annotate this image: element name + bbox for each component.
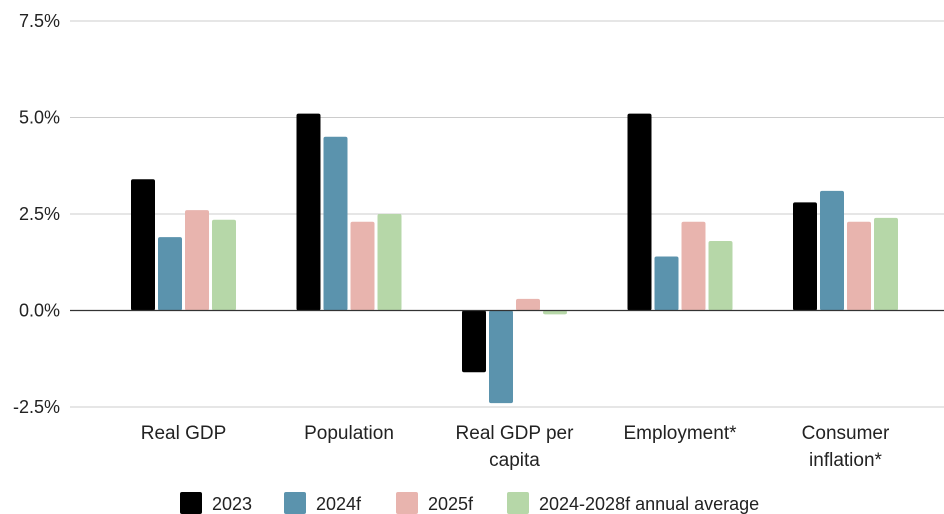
category-label: Real GDP	[141, 423, 227, 444]
bar-2024f-0	[158, 237, 182, 311]
bar-2023-2	[462, 310, 486, 373]
legend-swatch	[507, 492, 529, 514]
bar-2024-2028f-annual-average-1	[377, 214, 402, 311]
bar-2024-2028f-annual-average-3	[708, 241, 733, 311]
category-label: Employment*	[624, 423, 738, 444]
bar-2023-0	[131, 179, 155, 311]
bars	[131, 113, 898, 404]
legend-swatch	[284, 492, 306, 514]
legend-label: 2025f	[428, 494, 474, 514]
category-label: inflation*	[809, 450, 882, 471]
legend: 2023 2024f 2025f 2024-2028f annual average	[180, 492, 759, 514]
legend-swatch	[180, 492, 202, 514]
legend-label: 2024-2028f annual average	[539, 494, 759, 514]
bar-2025f-0	[185, 210, 209, 311]
bar-2023-4	[793, 202, 817, 311]
bar-2023-3	[627, 113, 652, 311]
bar-2024f-3	[654, 256, 679, 311]
y-tick-label: 7.5%	[19, 11, 60, 31]
bar-2025f-4	[847, 221, 871, 311]
bar-2025f-3	[681, 221, 706, 311]
bar-2024f-1	[323, 136, 348, 311]
y-tick-label: 0.0%	[19, 301, 60, 321]
bar-2024-2028f-annual-average-0	[212, 219, 236, 311]
bar-2024-2028f-annual-average-4	[874, 217, 898, 311]
bar-2024f-2	[489, 310, 513, 404]
category-labels: Real GDP Population Real GDP per capita Empl…	[141, 423, 890, 471]
bar-2023-1	[296, 113, 321, 311]
legend-swatch	[396, 492, 418, 514]
category-label: Consumer	[802, 423, 890, 444]
category-label: Population	[304, 423, 394, 444]
legend-label: 2024f	[316, 494, 362, 514]
category-label: Real GDP per	[456, 423, 575, 444]
bar-2025f-1	[350, 221, 375, 311]
y-tick-label: 5.0%	[19, 108, 60, 128]
y-tick-label: -2.5%	[13, 397, 60, 417]
bar-2024-2028f-annual-average-2	[543, 310, 567, 315]
y-tick-label: 2.5%	[19, 204, 60, 224]
bar-2024f-4	[820, 190, 844, 311]
bar-2025f-2	[516, 298, 540, 311]
y-axis-tick-labels: -2.5% 0.0% 2.5% 5.0% 7.5%	[13, 11, 60, 417]
legend-label: 2023	[212, 494, 252, 514]
category-label: capita	[489, 450, 540, 471]
